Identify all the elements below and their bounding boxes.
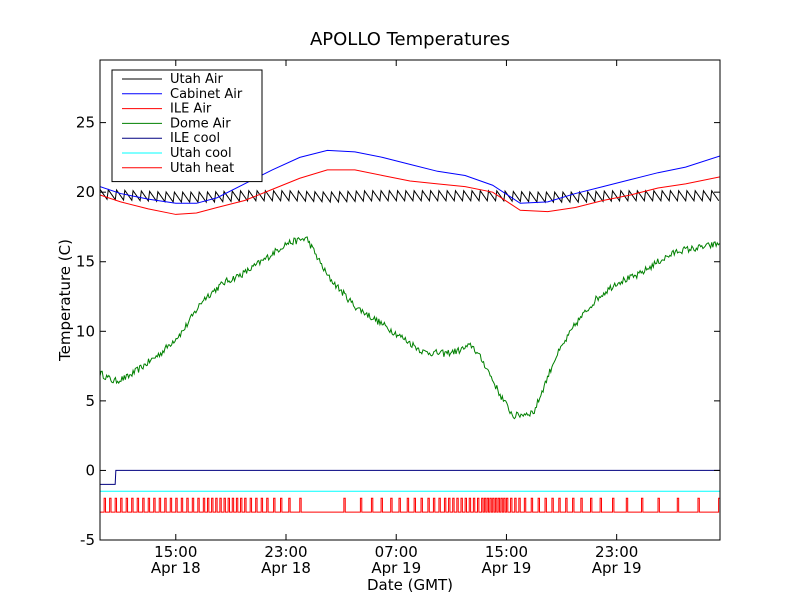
legend-label: ILE Air <box>170 102 212 117</box>
y-axis-label: Temperature (C) <box>56 239 74 362</box>
x-tick-label-time: 15:00 <box>485 543 528 561</box>
legend-label: Utah cool <box>170 146 232 161</box>
y-tick-label: 5 <box>85 392 95 410</box>
y-tick-label: 25 <box>76 114 95 132</box>
y-tick-label: 10 <box>76 322 95 340</box>
legend-label: Utah heat <box>170 161 234 176</box>
x-tick-label-date: Apr 19 <box>371 559 421 577</box>
plot-area <box>100 149 720 513</box>
series-line-utah-air <box>100 188 720 204</box>
legend-label: Dome Air <box>170 116 231 131</box>
x-tick-label-time: 07:00 <box>375 543 418 561</box>
y-tick-label: 0 <box>85 461 95 479</box>
series-line-cabinet-air <box>100 149 720 204</box>
x-tick-label-date: Apr 19 <box>592 559 642 577</box>
series-group <box>100 149 720 513</box>
series-line-ile-air <box>100 169 720 215</box>
legend-label: Utah Air <box>170 72 223 87</box>
chart-title: APOLLO Temperatures <box>310 29 510 50</box>
y-tick-label: 20 <box>76 183 95 201</box>
legend-box <box>111 69 263 183</box>
x-tick-label-time: 23:00 <box>264 543 307 561</box>
y-tick-label: -5 <box>80 531 95 549</box>
x-tick-label-date: Apr 18 <box>261 559 311 577</box>
x-axis-label: Date (GMT) <box>367 576 453 594</box>
series-line-dome-air <box>100 236 720 420</box>
x-tick-label-date: Apr 19 <box>482 559 532 577</box>
x-tick-label-time: 23:00 <box>595 543 638 561</box>
legend-label: ILE cool <box>170 131 220 146</box>
axes-frame <box>99 59 721 541</box>
series-line-ile-cool <box>100 469 720 485</box>
x-tick-label-time: 15:00 <box>154 543 197 561</box>
y-tick-label: 15 <box>76 253 95 271</box>
x-tick-label-date: Apr 18 <box>151 559 201 577</box>
legend-label: Cabinet Air <box>170 87 243 102</box>
series-line-utah-heat <box>100 497 720 513</box>
